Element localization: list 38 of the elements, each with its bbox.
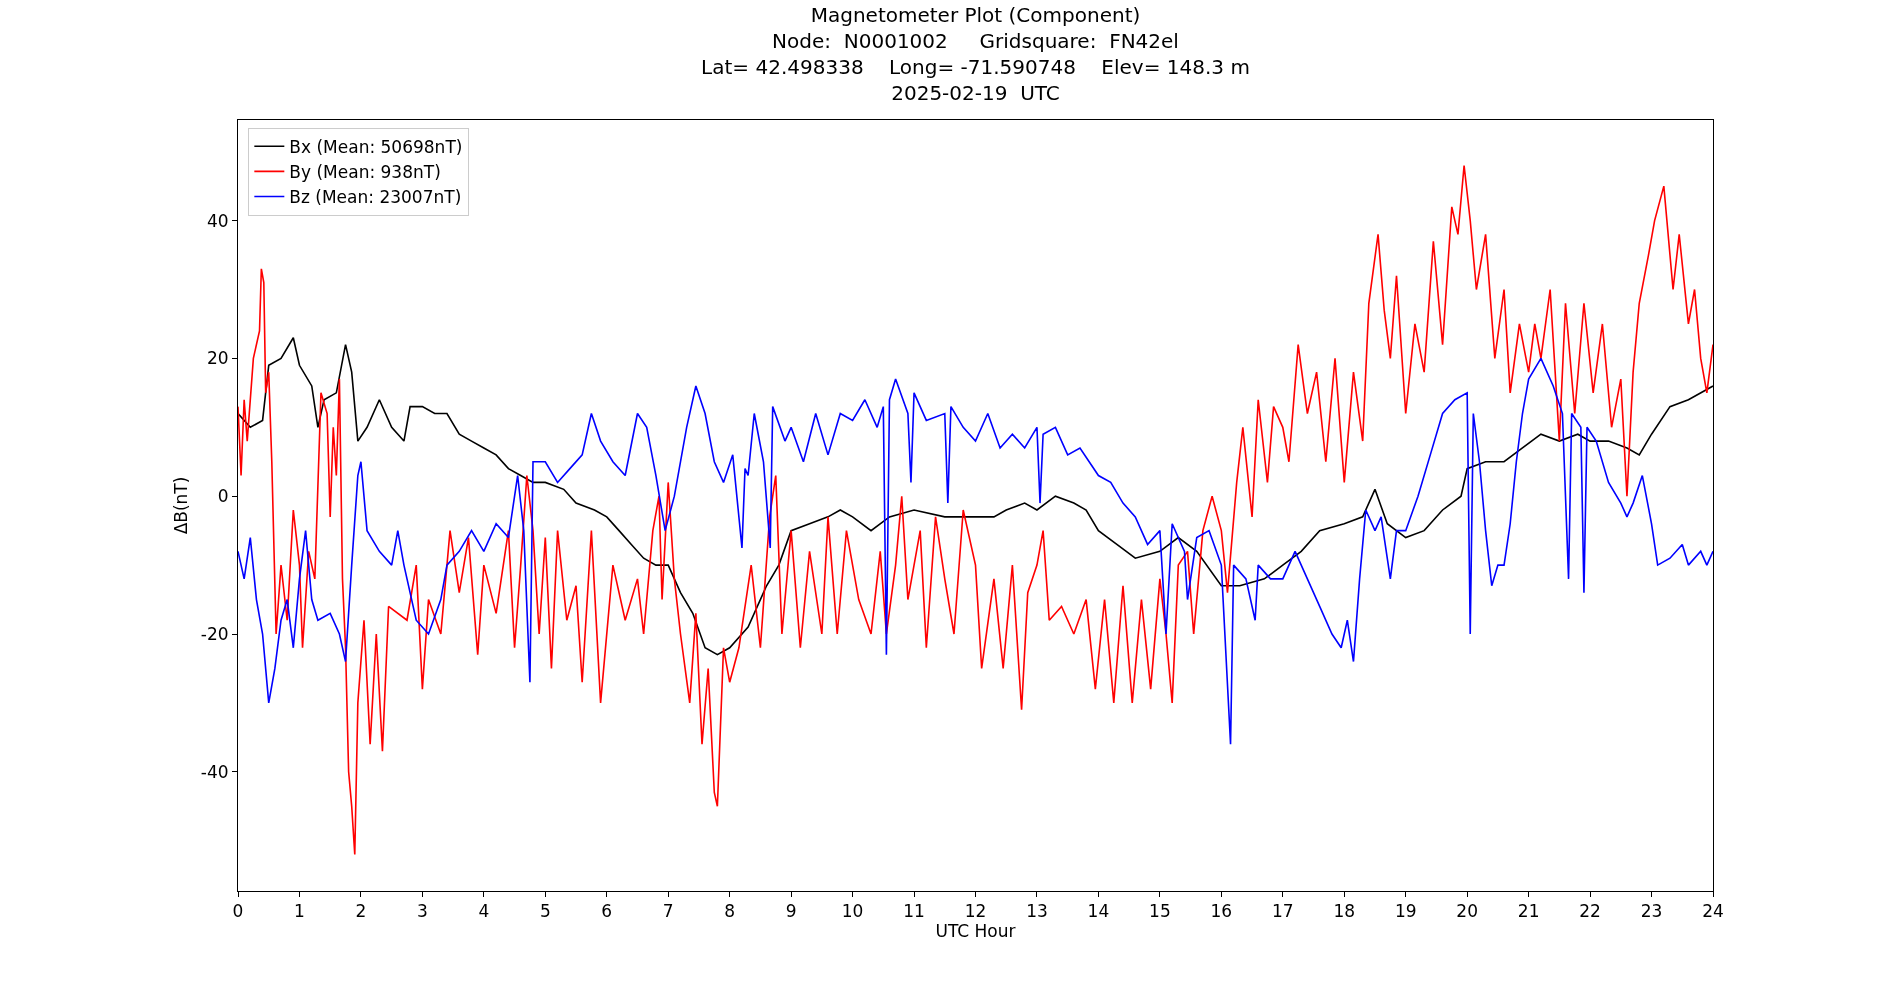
x-tick-label: 13 [1026,901,1048,922]
x-tick-label: 17 [1271,901,1294,922]
y-tick-label: -20 [200,623,229,644]
x-tick-label: 1 [294,901,305,922]
line-series [238,357,1713,746]
x-tick-label: 8 [724,901,736,922]
x-tick-label: 23 [1640,901,1663,922]
x-tick-label: 20 [1456,901,1478,922]
x-tick-label: 7 [662,901,674,922]
x-tick-label: 16 [1210,901,1233,922]
x-tick-label: 10 [841,901,864,922]
x-tick-label: 4 [478,901,490,922]
x-tick-label: 3 [416,901,428,922]
x-tick-label: 15 [1149,901,1171,922]
x-tick-label: 2 [355,901,367,922]
x-tick-label: 22 [1579,901,1601,922]
x-tick-label: 12 [964,901,987,922]
legend-label: Bz (Mean: 23007nT) [289,187,462,208]
x-tick-label: 11 [903,901,925,922]
line-series [238,164,1713,856]
legend-label: By (Mean: 938nT) [289,161,441,182]
y-tick-label: 40 [206,210,229,231]
x-tick-label: 24 [1702,901,1724,922]
x-tick-label: 5 [539,901,551,922]
x-axis-title: UTC Hour [935,921,1016,942]
x-tick-label: 9 [785,901,797,922]
x-tick-label: 0 [232,901,244,922]
x-tick-label: 14 [1087,901,1110,922]
legend-label: Bx (Mean: 50698nT) [289,136,463,157]
y-tick-label: 20 [206,348,229,369]
x-tick-label: 18 [1333,901,1356,922]
y-tick-label: 0 [217,486,229,507]
y-axis-title: ΔB(nT) [171,476,192,535]
x-tick-label: 21 [1517,901,1540,922]
x-tick-label: 19 [1394,901,1417,922]
chart-title: Magnetometer Plot (Component) Node: N0001002 Gridsquare: FN42el Lat= 42.498338 Long= -71.590748 Elev= 148.3 m 2025-02-19 UTC [701,3,1250,105]
x-tick-label: 6 [601,901,613,922]
y-tick-label: -40 [200,761,229,782]
